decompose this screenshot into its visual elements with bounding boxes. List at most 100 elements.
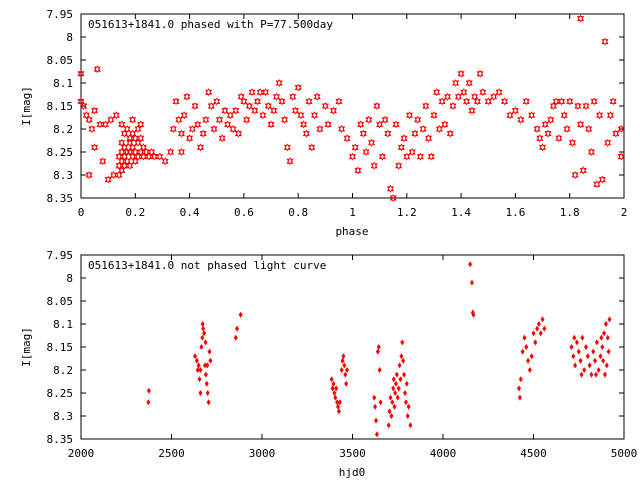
data-point	[85, 170, 93, 180]
data-point	[91, 106, 99, 115]
data-point	[221, 106, 229, 115]
data-point	[321, 101, 329, 111]
data-point	[275, 78, 283, 88]
data-point	[404, 380, 409, 387]
data-point	[378, 152, 386, 161]
data-point	[457, 69, 465, 78]
data-point	[240, 97, 248, 106]
data-point	[422, 101, 430, 111]
data-point	[582, 101, 590, 111]
data-point	[194, 120, 202, 129]
data-point	[600, 344, 605, 350]
data-point	[573, 362, 578, 369]
data-point	[542, 325, 547, 332]
data-point	[392, 120, 400, 129]
data-point	[281, 115, 289, 124]
data-point	[206, 399, 211, 406]
data-point	[110, 170, 118, 180]
data-point	[408, 147, 416, 157]
data-point	[377, 367, 382, 373]
data-point	[354, 166, 362, 175]
data-point	[430, 111, 438, 120]
data-point	[357, 120, 365, 129]
data-point	[202, 330, 207, 337]
y-tick-label: 8.3	[53, 169, 73, 182]
data-point	[580, 334, 585, 341]
data-point	[612, 129, 620, 138]
y-tick-label: 7.95	[47, 249, 74, 262]
data-point	[146, 399, 151, 406]
data-point	[538, 330, 543, 337]
data-point	[286, 157, 294, 166]
data-point	[402, 371, 407, 378]
data-point	[540, 316, 545, 323]
data-point	[390, 399, 395, 406]
data-point	[560, 111, 568, 120]
x-tick-label: 0.6	[234, 206, 254, 219]
data-point	[333, 394, 338, 401]
data-point	[195, 367, 200, 373]
data-point	[596, 367, 601, 373]
data-point	[389, 193, 397, 203]
data-point	[85, 115, 93, 124]
data-point	[96, 120, 104, 129]
y-tick-label: 8.1	[53, 77, 73, 90]
data-point	[529, 353, 534, 360]
y-tick-label: 8.2	[53, 123, 73, 136]
data-point	[229, 124, 237, 134]
data-point	[526, 357, 531, 364]
data-point	[253, 97, 261, 106]
data-point	[251, 106, 259, 115]
data-point	[232, 106, 240, 115]
x-tick-label: 5000	[611, 447, 638, 460]
data-point	[555, 134, 563, 143]
data-point	[161, 157, 169, 166]
data-point	[196, 362, 201, 369]
data-point	[373, 403, 378, 410]
data-point	[289, 92, 297, 101]
data-point	[604, 362, 609, 369]
data-point	[201, 325, 206, 332]
data-point	[339, 367, 344, 373]
data-point	[200, 334, 205, 341]
data-point	[572, 334, 577, 341]
data-point	[131, 157, 139, 166]
data-point	[175, 115, 183, 124]
data-point	[387, 184, 395, 193]
data-point	[77, 69, 85, 78]
data-point	[386, 422, 391, 429]
data-point	[403, 399, 408, 406]
data-point	[233, 334, 238, 341]
x-tick-label: 3000	[249, 447, 276, 460]
data-point	[374, 417, 379, 424]
data-point	[598, 175, 606, 184]
data-point	[393, 390, 398, 396]
data-point	[579, 371, 584, 378]
data-point	[476, 69, 484, 78]
data-point	[596, 111, 604, 120]
data-point	[238, 311, 243, 318]
data-point	[506, 111, 514, 120]
y-tick-label: 8	[66, 272, 73, 285]
data-point	[302, 129, 310, 138]
data-point	[200, 321, 205, 327]
data-point	[359, 129, 367, 138]
data-point	[368, 138, 376, 147]
data-point	[468, 261, 473, 268]
y-tick-label: 8.35	[47, 192, 74, 205]
axis-ticks: 0 0.2 0.4 0.6 0.8 1 1.2 1.4 1.6 1.8 2 7.95 8 8.05 8.1 8…	[47, 8, 628, 219]
data-point	[522, 334, 527, 341]
y-tick-label: 8.3	[53, 410, 73, 423]
data-point	[334, 385, 339, 392]
plot-frame	[80, 254, 625, 440]
data-point	[344, 380, 349, 387]
data-point	[469, 279, 474, 286]
data-point	[593, 371, 598, 378]
data-points	[146, 261, 612, 438]
data-point	[454, 92, 462, 101]
data-point	[566, 97, 574, 106]
data-point	[536, 321, 541, 327]
data-point	[207, 101, 215, 111]
data-point	[188, 124, 196, 134]
y-tick-label: 8.35	[47, 433, 74, 446]
